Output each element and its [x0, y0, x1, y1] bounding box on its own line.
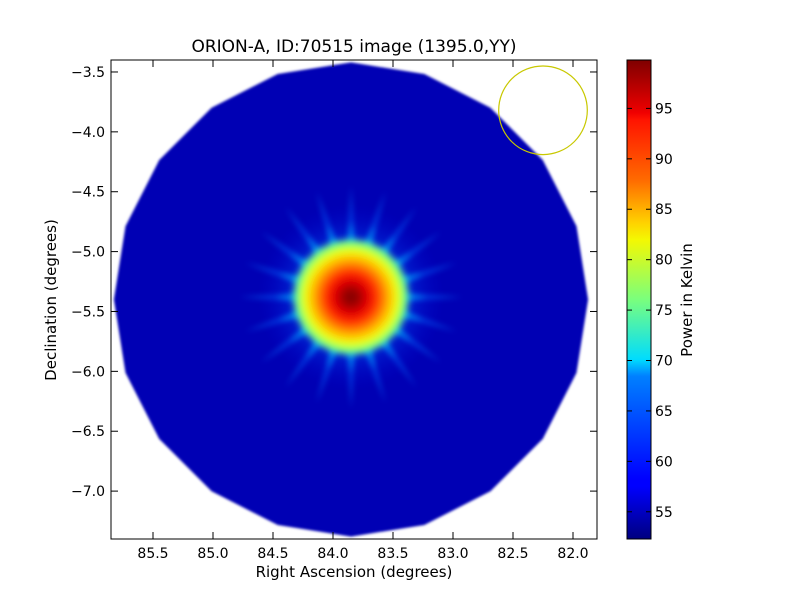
colorbar-label: Power in Kelvin	[678, 243, 696, 357]
colorbar-tick-label: 60	[655, 454, 673, 470]
y-tick-label: −7.0	[71, 484, 105, 500]
colorbar-tick-label: 75	[655, 303, 673, 319]
y-tick-label: −6.5	[71, 424, 105, 440]
colorbar-tick-label: 80	[655, 253, 673, 269]
y-tick-label: −4.0	[71, 125, 105, 141]
y-tick-label: −6.0	[71, 364, 105, 380]
x-tick-label: 84.0	[317, 546, 348, 562]
colorbar-tick-label: 85	[655, 202, 673, 218]
x-axis-ticks: 85.5 85.0 84.5 84.0 83.5 83.0 82.5 82.0	[137, 60, 589, 562]
y-tick-label: −3.5	[71, 65, 105, 81]
x-tick-label: 84.5	[257, 546, 288, 562]
colorbar-tick-label: 70	[655, 354, 673, 370]
x-tick-label: 83.5	[377, 546, 408, 562]
x-tick-label: 85.5	[137, 546, 168, 562]
y-tick-label: −4.5	[71, 185, 105, 201]
y-tick-label: −5.5	[71, 304, 105, 320]
x-tick-label: 85.0	[197, 546, 228, 562]
x-axis-label: Right Ascension (degrees)	[256, 563, 453, 581]
colorbar-tick-label: 95	[655, 101, 673, 117]
axes-frame	[110, 59, 598, 540]
colorbar-tick-label: 90	[655, 152, 673, 168]
y-axis-ticks: −3.5 −4.0 −4.5 −5.0 −5.5 −6.0 −6.5 −7.0	[71, 65, 597, 500]
heatmap-image	[113, 62, 589, 537]
colorbar-tick-label: 55	[655, 505, 673, 521]
heatmap-peak	[289, 236, 413, 359]
y-axis-label: Declination (degrees)	[42, 219, 60, 381]
x-tick-label: 82.5	[497, 546, 528, 562]
beam-circle	[498, 65, 588, 156]
x-tick-label: 82.0	[557, 546, 588, 562]
x-tick-label: 83.0	[437, 546, 468, 562]
colorbar-ticks: 55 60 65 70 75 80 85 90 95	[627, 101, 673, 521]
y-tick-label: −5.0	[71, 245, 105, 261]
chart-title: ORION-A, ID:70515 image (1395.0,YY)	[191, 37, 516, 57]
colorbar	[626, 59, 652, 540]
colorbar-tick-label: 65	[655, 404, 673, 420]
